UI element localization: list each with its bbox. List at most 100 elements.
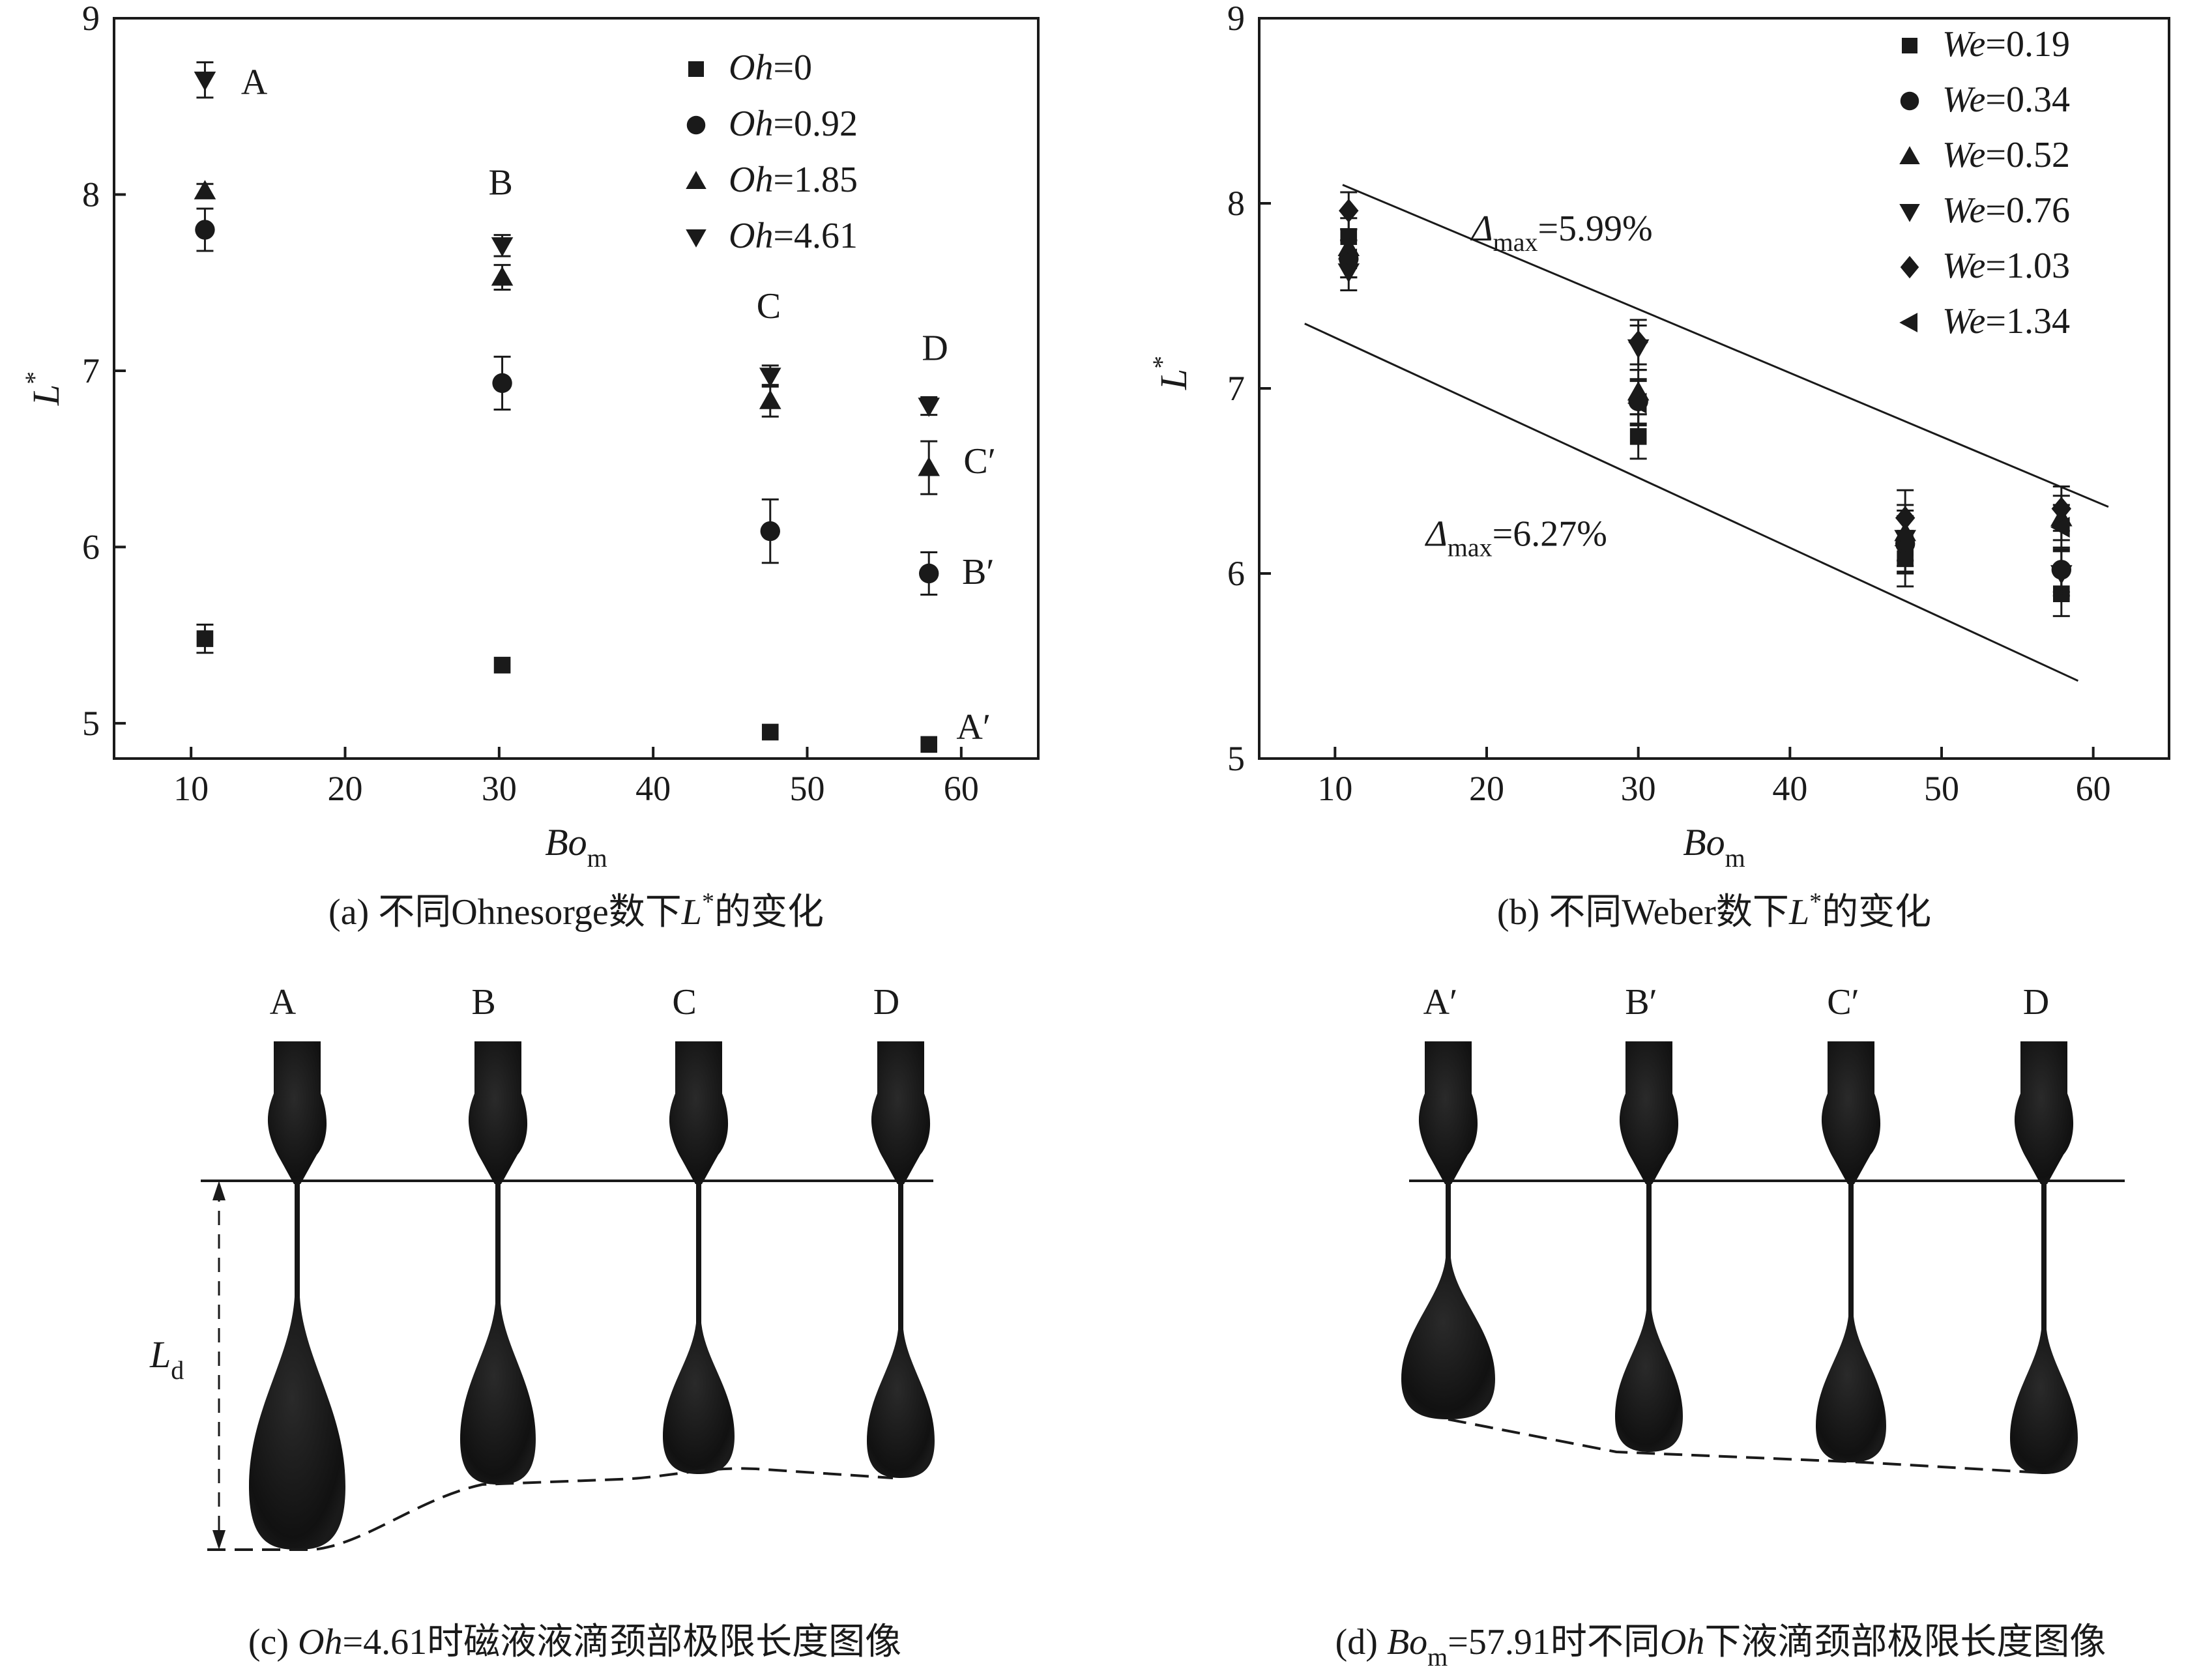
- droplet-bulb: [460, 1303, 536, 1484]
- data-point-triangle-up: [759, 390, 781, 409]
- data-point-triangle-down: [491, 237, 514, 257]
- data-point-triangle-down: [194, 71, 216, 91]
- x-tick-label: 10: [173, 769, 209, 808]
- liquid-neck: [696, 1181, 701, 1329]
- droplet-tip-dashed-line-d: [1448, 1418, 2042, 1474]
- caption-c: (c) Oh=4.61时磁液液滴颈部极限长度图像: [248, 1622, 901, 1662]
- data-point-square: [920, 736, 938, 753]
- y-tick-label: 5: [1227, 739, 1245, 778]
- y-tick-label: 7: [1227, 369, 1245, 408]
- liquid-neck: [898, 1181, 903, 1336]
- point-annotation: B: [489, 162, 513, 203]
- legend-entry: We=0.76: [1942, 190, 2070, 231]
- data-point-circle: [919, 563, 939, 584]
- legend-marker-triangle-down: [686, 229, 707, 248]
- data-point-diamond: [1628, 330, 1648, 355]
- y-tick-label: 5: [82, 704, 100, 743]
- length-dimension-arrow: [212, 1181, 226, 1550]
- chart-a-caption: (a) 不同Ohnesorge数下L*的变化: [328, 888, 824, 933]
- chart-b-ylabel: L*: [1147, 356, 1195, 390]
- liquid-neck: [1446, 1181, 1451, 1264]
- legend-entry: Oh=4.61: [729, 216, 858, 256]
- point-annotation: C: [757, 286, 781, 326]
- chart-b: 10 20 30 40 50 60 5 6 7 8 9 Δmax=5.99% Δmax=6.27% W…: [1147, 0, 2170, 933]
- chart-a-frame: [113, 17, 1040, 760]
- nozzle-pendant: [2014, 1041, 2074, 1184]
- nozzle-pendant: [267, 1041, 327, 1184]
- data-point-square: [1629, 428, 1647, 445]
- x-tick-label: 20: [1469, 769, 1504, 808]
- caption-d: (d) Bom=57.91时不同Oh下液滴颈部极限长度图像: [1335, 1622, 2106, 1672]
- chart-a: 10 20 30 40 50 60 5 6 7 8 9 A B C D C′ B′ A′ Oh=0 Oh=0.92…: [20, 0, 1040, 933]
- legend-marker-triangle-down: [1899, 204, 1920, 222]
- legend-marker-square: [1902, 38, 1917, 53]
- data-point-triangle-up: [194, 180, 216, 199]
- point-annotation: D: [922, 328, 948, 369]
- data-point-triangle-left: [1337, 248, 1358, 270]
- liquid-neck: [1646, 1181, 1652, 1316]
- point-annotation: Δmax=5.99%: [1470, 209, 1653, 257]
- x-tick-label: 50: [790, 769, 825, 808]
- point-annotation: C′: [963, 441, 996, 482]
- droplet-bulb: [1816, 1316, 1886, 1462]
- droplet-label: C′: [1827, 982, 1859, 1022]
- droplet-bulb: [1615, 1310, 1683, 1452]
- legend-marker-circle: [686, 115, 706, 135]
- chart-b-caption: (b) 不同Weber数下L*的变化: [1497, 888, 1931, 933]
- legend-entry: Oh=1.85: [729, 160, 858, 200]
- nozzle-pendant: [1619, 1041, 1679, 1184]
- data-point-triangle-left: [2050, 517, 2070, 538]
- chart-a-xlabel: Bom: [545, 821, 607, 873]
- x-tick-label: 30: [1621, 769, 1656, 808]
- x-tick-label: 30: [482, 769, 517, 808]
- data-point-circle: [760, 521, 780, 542]
- y-tick-label: 8: [82, 175, 100, 214]
- legend-entry: We=1.03: [1942, 246, 2070, 286]
- droplet-label: C: [672, 982, 696, 1022]
- chart-b-frame: [1258, 17, 2170, 760]
- length-label-ld: Ld: [149, 1333, 184, 1385]
- point-annotation: A: [241, 62, 268, 102]
- legend-marker-square: [688, 61, 704, 77]
- liquid-neck: [1848, 1181, 1854, 1323]
- liquid-neck: [295, 1181, 300, 1303]
- legend-entry: Oh=0: [729, 48, 812, 88]
- droplet-bulb: [2010, 1329, 2078, 1474]
- bound-line: [1342, 184, 2109, 508]
- nozzle-pendant: [1821, 1041, 1881, 1184]
- data-point-triangle-up: [491, 266, 514, 286]
- droplet-label: B: [471, 982, 495, 1022]
- legend-entry: We=0.34: [1942, 80, 2070, 120]
- legend-entry: Oh=0.92: [729, 104, 858, 144]
- droplet-bulb: [867, 1329, 935, 1478]
- liquid-neck: [2041, 1181, 2047, 1336]
- droplet-label: A′: [1423, 982, 1458, 1022]
- x-tick-label: 60: [944, 769, 979, 808]
- x-tick-label: 20: [328, 769, 363, 808]
- data-point-triangle-left: [1894, 535, 1914, 557]
- liquid-neck: [495, 1181, 501, 1310]
- chart-a-ylabel: L*: [20, 371, 67, 406]
- x-tick-label: 50: [1924, 769, 1959, 808]
- x-tick-label: 40: [1772, 769, 1807, 808]
- legend-entry: We=1.34: [1942, 301, 2070, 341]
- data-point-square: [196, 630, 214, 647]
- droplet-bulb: [249, 1297, 345, 1550]
- legend-entry: We=0.19: [1942, 24, 2070, 65]
- droplet-label: D: [2023, 982, 2049, 1022]
- point-annotation: A′: [956, 707, 991, 747]
- y-tick-label: 6: [1227, 554, 1245, 593]
- data-point-triangle-up: [918, 456, 940, 476]
- droplet-label: D: [873, 982, 899, 1022]
- legend-marker-triangle-up: [686, 171, 707, 189]
- droplet-image-d: A′ B′ C′ D (d) Bom=57.91时不同Oh下液滴颈部极限长度图像: [1335, 982, 2125, 1672]
- nozzle-pendant: [871, 1041, 931, 1184]
- data-point-diamond: [1339, 198, 1359, 223]
- data-point-triangle-left: [1627, 392, 1647, 414]
- data-point-triangle-down: [759, 368, 781, 387]
- data-point-triangle-down: [918, 398, 940, 417]
- legend-marker-circle: [1900, 91, 1919, 111]
- droplet-label: B′: [1625, 982, 1657, 1022]
- nozzle-pendant: [669, 1041, 729, 1184]
